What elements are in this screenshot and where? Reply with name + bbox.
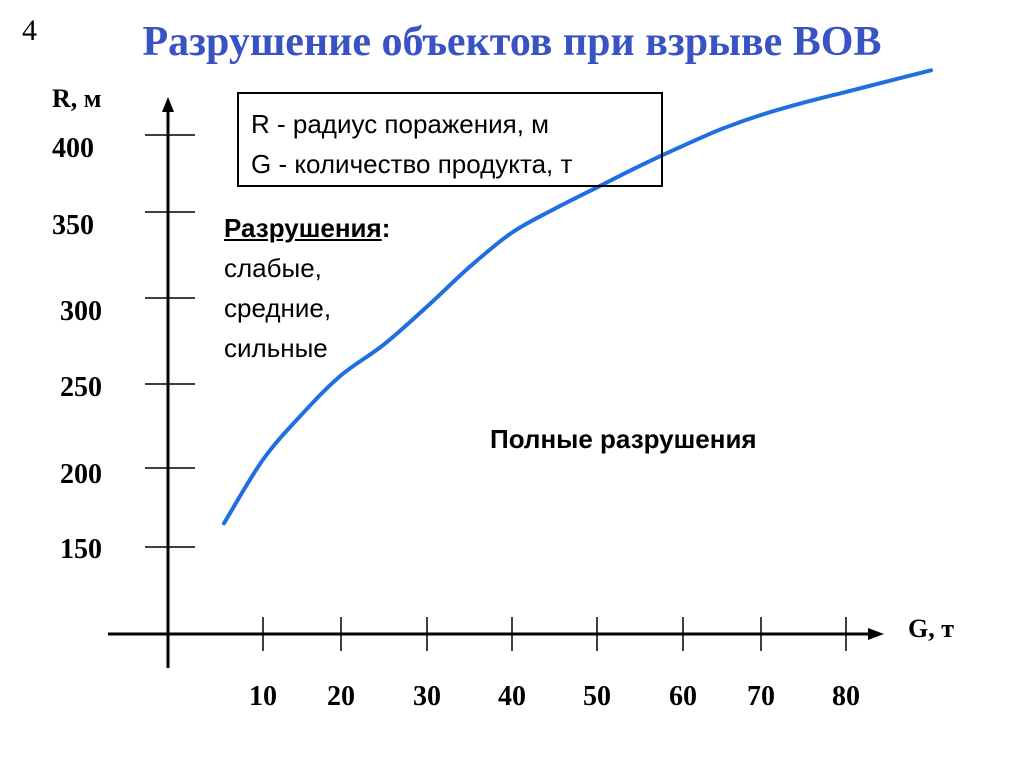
destruction-weak: слабые, xyxy=(224,253,322,283)
y-tick-label: 150 xyxy=(60,534,102,565)
destruction-strong: сильные xyxy=(224,333,328,363)
destruction-title-text: Разрушения xyxy=(224,213,382,243)
destruction-levels: Разрушения: слабые, средние, сильные xyxy=(224,208,390,368)
x-tick-label: 60 xyxy=(669,681,697,712)
destruction-medium: средние, xyxy=(224,293,332,323)
full-destruction-label: Полные разрушения xyxy=(490,424,757,454)
x-tick-label: 30 xyxy=(413,681,441,712)
y-tick-label: 300 xyxy=(60,296,102,327)
y-tick-label: 250 xyxy=(60,372,102,403)
x-tick-label: 50 xyxy=(583,681,611,712)
x-tick-label: 80 xyxy=(832,681,860,712)
destruction-title: Разрушения: xyxy=(224,208,390,248)
slide-number: 4 xyxy=(22,14,37,47)
legend-line-quantity: G - количество продукта, т xyxy=(251,149,573,179)
curve-series-line xyxy=(222,68,933,526)
x-axis-arrowhead xyxy=(868,628,884,640)
y-tick-label: 200 xyxy=(60,459,102,490)
x-axis-title: G, т xyxy=(908,614,954,643)
y-axis-title: R, м xyxy=(52,84,102,113)
legend-line-radius: R - радиус поражения, м xyxy=(251,109,550,139)
x-tick-label: 40 xyxy=(498,681,526,712)
chart-title: Разрушение объектов при взрыве ВОВ xyxy=(142,19,882,65)
x-tick-label: 70 xyxy=(747,681,775,712)
y-tick-label: 350 xyxy=(52,210,94,241)
destruction-title-colon: : xyxy=(381,213,391,243)
y-axis-arrowhead xyxy=(162,97,174,112)
y-tick-label: 400 xyxy=(52,133,94,164)
legend-box: R - радиус поражения, м G - количество п… xyxy=(237,92,663,187)
x-tick-label: 10 xyxy=(249,681,277,712)
x-tick-label: 20 xyxy=(327,681,355,712)
